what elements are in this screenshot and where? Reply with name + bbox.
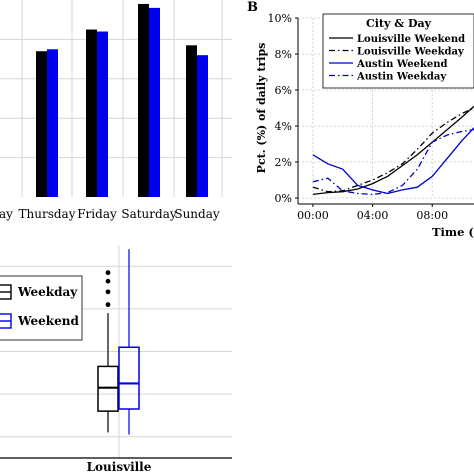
legend-label-0: Weekday [17,285,78,299]
box-plot-panel: Louisville Weekday Weekend [0,245,232,474]
outlier-point [105,278,111,284]
x-tick-label: 08:00 [416,209,448,222]
box-1 [118,346,140,410]
y-tick-label: 8% [275,48,292,61]
x-tick-label-partial: ay [0,207,13,221]
x-tick-label: 04:00 [357,209,389,222]
x-tick-label-saturday: Saturday [121,207,176,221]
bar-sunday-1 [197,55,208,197]
bar-thursday-0 [36,51,47,197]
y-tick-label: 4% [275,120,292,133]
bar-friday-0 [86,29,97,197]
bar-sunday-0 [186,45,197,198]
bar-saturday-1 [149,7,160,197]
x-tick-label-thursday: Thursday [19,207,76,221]
legend-label-1: Weekend [17,314,79,328]
outlier-point [105,270,111,276]
bar-thursday-1 [47,49,58,197]
series-line-0 [312,105,474,196]
x-tick-label-sunday: Sunday [174,207,220,221]
legend-box [0,275,83,341]
outlier-point [105,289,111,295]
outlier-point [105,302,111,308]
legend-label-0: Louisville Weekend [357,34,465,45]
series-line-2 [312,127,474,195]
x-tick-label-louisville: Louisville [87,460,152,474]
legend-label-1: Louisville Weekday [357,47,465,58]
y-tick-label: 2% [275,156,292,169]
bar-saturday-0 [138,3,149,197]
series-line-3 [312,128,474,196]
x-axis-label: Time (s [432,225,474,239]
y-tick-label: 10% [268,12,292,25]
legend-label-2: Austin Weekend [356,59,448,70]
panel-label-b: B [247,0,258,15]
bar-friday-1 [97,31,108,197]
x-tick-label: 00:00 [297,209,329,222]
legend-label-3: Austin Weekday [356,72,447,83]
legend-title: City & Day [366,17,432,30]
y-tick-label: 6% [275,84,292,97]
y-axis-label: Pct. (%) of daily trips [255,43,268,174]
series-line-1 [312,107,474,193]
y-tick-label: 0% [275,192,292,205]
line-chart-panel: B Pct. (%) of daily trips Time (s 0% 2% 4%… [247,0,474,239]
x-tick-label-friday: Friday [77,207,117,221]
